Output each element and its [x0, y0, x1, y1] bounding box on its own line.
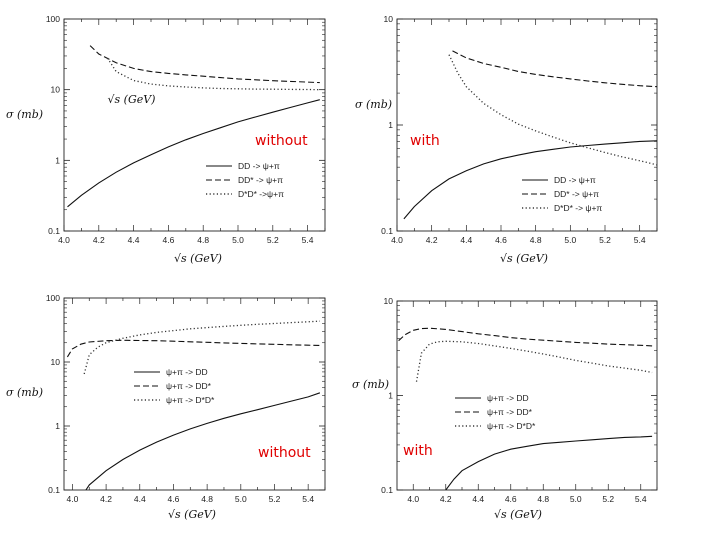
series-line-2 [398, 327, 653, 347]
x-tick-label: 5.2 [269, 494, 281, 504]
x-axis-label: √s (GeV) [494, 508, 542, 521]
note-top-right: with [410, 133, 440, 149]
series-line-2 [452, 50, 657, 88]
x-tick-label: 4.6 [168, 494, 180, 504]
legend-label: ψ+π -> D*D* [487, 421, 536, 431]
y-tick-label: 1 [55, 421, 60, 431]
y-tick-label: 0.1 [381, 485, 393, 495]
plot-frame [63, 297, 326, 491]
y-tick-label: 0.1 [48, 485, 60, 495]
y-tick-label: 100 [46, 14, 60, 24]
x-tick-label: 5.4 [302, 235, 314, 245]
x-tick-label: 5.2 [602, 494, 614, 504]
x-tick-label: 4.2 [100, 494, 112, 504]
y-tick-label: 0.1 [381, 226, 393, 236]
legend-label: DD* -> ψ+π [238, 175, 283, 185]
x-tick-label: 4.0 [67, 494, 79, 504]
series-line-1 [445, 435, 653, 490]
legend-label: ψ+π -> D*D* [166, 395, 215, 405]
legend-label: D*D* -> ψ+π [554, 203, 602, 213]
legend-label: ψ+π -> DD [487, 393, 529, 403]
x-tick-label: 5.0 [235, 494, 247, 504]
x-tick-label: 5.4 [635, 494, 647, 504]
y-tick-label: 10 [384, 14, 394, 24]
x-tick-label: 4.0 [58, 235, 70, 245]
series-line-1 [403, 140, 657, 220]
x-tick-label: 4.8 [537, 494, 549, 504]
y-axis-label: σ (mb) [6, 108, 43, 121]
x-tick-label: 4.6 [162, 235, 174, 245]
x-tick-label: 4.4 [134, 494, 146, 504]
chart-panel-3: 0.1 1 10 100 4.0 4.2 4.4 4.6 4.8 5.0 5.2 5.4 σ (mb) √… [6, 293, 326, 521]
x-tick-label: 4.0 [391, 235, 403, 245]
x-tick-label: 4.2 [440, 494, 452, 504]
chart-panel-4: 0.1 1 10 4.0 4.2 4.4 4.6 4.8 5.0 5.2 5.4 σ (mb) √s (… [352, 296, 658, 521]
legend-label: DD* -> ψ+π [554, 189, 599, 199]
series-line-3 [415, 340, 653, 382]
x-tick-label: 5.4 [634, 235, 646, 245]
y-axis-label: σ (mb) [355, 98, 392, 111]
plot-frame [396, 18, 658, 232]
y-tick-label: 1 [55, 155, 60, 165]
legend-label: ψ+π -> DD* [166, 381, 212, 391]
x-tick-label: 4.8 [197, 235, 209, 245]
x-tick-label: 5.2 [599, 235, 611, 245]
x-tick-label: 5.2 [267, 235, 279, 245]
x-tick-label: 4.6 [495, 235, 507, 245]
note-top-left: without [255, 133, 308, 149]
x-tick-label: 4.4 [128, 235, 140, 245]
legend-label: ψ+π -> DD* [487, 407, 533, 417]
y-tick-label: 10 [384, 296, 394, 306]
x-tick-label: 4.0 [407, 494, 419, 504]
y-tick-label: 1 [388, 120, 393, 130]
note-bottom-left: without [258, 445, 311, 461]
x-tick-label: 4.8 [530, 235, 542, 245]
x-tick-label: 5.0 [232, 235, 244, 245]
legend-label: DD -> ψ+π [238, 161, 280, 171]
chart-panel-2: 0.1 1 10 4.0 4.2 4.4 4.6 4.8 5.0 5.2 5.4 σ (mb) √s (… [355, 14, 658, 265]
x-axis-label: √s (GeV) [174, 252, 222, 265]
y-tick-label: 0.1 [48, 226, 60, 236]
x-axis-label: √s (GeV) [500, 252, 548, 265]
x-tick-label: 5.4 [302, 494, 314, 504]
series-line-3 [448, 54, 657, 166]
note-bottom-right: with [403, 443, 433, 459]
plot-frame [63, 18, 326, 232]
x-tick-label: 5.0 [570, 494, 582, 504]
y-axis-label: σ (mb) [352, 378, 389, 391]
plot-annotation: √s (GeV) [108, 93, 156, 106]
series-line-3 [106, 57, 320, 91]
x-tick-label: 4.8 [201, 494, 213, 504]
legend-label: ψ+π -> DD [166, 367, 208, 377]
y-tick-label: 100 [46, 293, 60, 303]
x-tick-label: 4.2 [93, 235, 105, 245]
x-tick-label: 4.2 [426, 235, 438, 245]
series-line-3 [83, 320, 320, 375]
series-line-1 [67, 99, 320, 208]
x-axis-label: √s (GeV) [168, 508, 216, 521]
series-line-2 [89, 45, 320, 84]
chart-panel-1: 0.1 1 10 100 4.0 4.2 4.4 4.6 4.8 5.0 5.2 5.4 σ (mb) √… [6, 14, 326, 265]
y-tick-label: 10 [51, 85, 61, 95]
y-tick-label: 10 [51, 357, 61, 367]
y-tick-label: 1 [388, 391, 393, 401]
y-axis-label: σ (mb) [6, 386, 43, 399]
legend-label: D*D* ->ψ+π [238, 189, 284, 199]
legend-label: DD -> ψ+π [554, 175, 596, 185]
x-tick-label: 4.6 [505, 494, 517, 504]
x-tick-label: 4.4 [460, 235, 472, 245]
series-line-1 [85, 392, 321, 490]
x-tick-label: 5.0 [564, 235, 576, 245]
x-tick-label: 4.4 [472, 494, 484, 504]
series-line-2 [66, 339, 320, 358]
